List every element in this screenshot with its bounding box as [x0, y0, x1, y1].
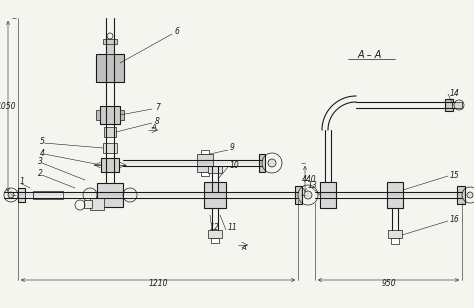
Text: 10: 10 — [230, 160, 240, 169]
Bar — [25, 192, 33, 198]
Bar — [96, 110, 100, 120]
Text: 1: 1 — [20, 177, 25, 187]
Text: 7: 7 — [155, 103, 160, 112]
Text: 3: 3 — [38, 157, 43, 167]
Text: 15: 15 — [450, 171, 460, 180]
Bar — [295, 186, 302, 204]
Bar — [33, 191, 63, 199]
Text: 2: 2 — [38, 168, 43, 177]
Bar — [211, 238, 219, 243]
Text: 8: 8 — [155, 117, 160, 127]
Bar — [445, 99, 453, 111]
Bar — [208, 185, 222, 192]
Text: 5: 5 — [40, 137, 45, 147]
Circle shape — [304, 191, 312, 199]
Bar — [391, 238, 399, 244]
Text: 1210: 1210 — [148, 279, 168, 289]
Text: 440: 440 — [301, 175, 316, 184]
Bar — [259, 154, 265, 172]
Text: 11: 11 — [228, 224, 238, 233]
Bar — [104, 127, 116, 137]
Text: A: A — [241, 245, 246, 251]
Bar — [197, 154, 213, 172]
Text: 1050: 1050 — [0, 102, 16, 111]
Text: 4: 4 — [40, 148, 45, 157]
Bar — [452, 102, 462, 108]
Bar — [106, 42, 114, 54]
Bar — [18, 188, 25, 202]
Circle shape — [467, 192, 473, 198]
Text: 13: 13 — [308, 180, 318, 189]
Bar — [120, 110, 124, 120]
Bar — [208, 230, 222, 238]
Bar — [320, 182, 336, 208]
Bar — [457, 186, 465, 204]
Text: 9: 9 — [230, 144, 235, 152]
Text: 14: 14 — [450, 88, 460, 98]
Bar — [201, 172, 209, 176]
Bar — [103, 143, 117, 153]
Text: 16: 16 — [450, 216, 460, 225]
Text: 950: 950 — [381, 279, 396, 289]
Bar — [90, 198, 104, 210]
Bar — [201, 150, 209, 154]
Bar — [101, 158, 119, 172]
Text: A: A — [151, 124, 156, 130]
Circle shape — [268, 159, 276, 167]
Text: A – A: A – A — [358, 50, 382, 60]
Bar — [208, 166, 222, 173]
Bar — [388, 230, 402, 238]
Text: 6: 6 — [175, 27, 180, 37]
Bar — [84, 200, 92, 208]
Bar — [387, 182, 403, 208]
Text: 12: 12 — [210, 224, 220, 233]
Bar — [100, 106, 120, 124]
Circle shape — [8, 192, 14, 198]
Bar — [103, 39, 117, 44]
Bar — [97, 183, 123, 207]
Bar — [204, 182, 226, 208]
Bar — [96, 54, 124, 82]
